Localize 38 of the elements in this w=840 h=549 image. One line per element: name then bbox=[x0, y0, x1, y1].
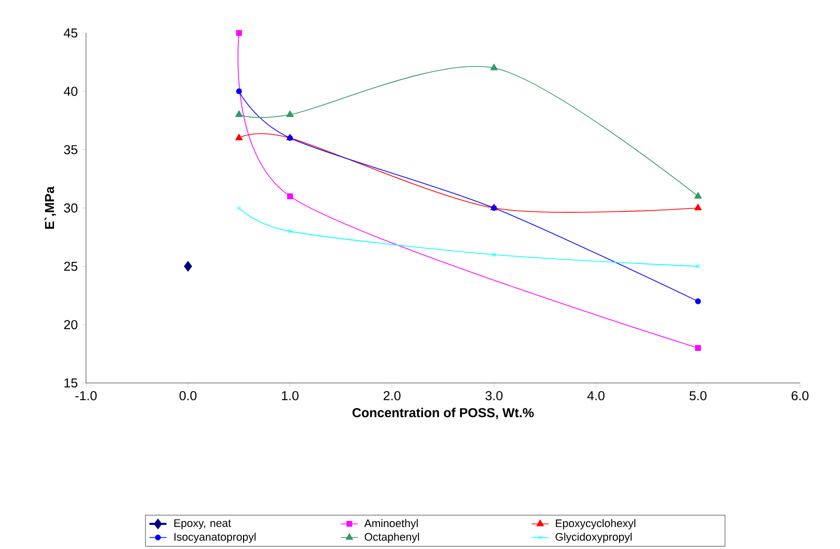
x-tick-label: 5.0 bbox=[690, 391, 707, 400]
y-tick-label: 20 bbox=[64, 320, 78, 330]
y-tick-label: 35 bbox=[64, 145, 78, 154]
point bbox=[490, 64, 498, 70]
point bbox=[288, 229, 292, 234]
point bbox=[492, 252, 496, 257]
y-tick-label: 25 bbox=[64, 262, 78, 271]
point bbox=[235, 134, 243, 140]
legend-label: Aminoethyl bbox=[364, 519, 418, 530]
x-tick-label: -1.0 bbox=[75, 391, 97, 400]
point bbox=[286, 110, 294, 117]
point bbox=[694, 192, 702, 199]
legend-label: Isocyanatopropyl bbox=[174, 532, 256, 543]
x-tick-label: 6.0 bbox=[792, 391, 809, 400]
point bbox=[287, 193, 293, 200]
legend-label: Glycidoxypropyl bbox=[556, 532, 632, 543]
point bbox=[236, 88, 242, 94]
point bbox=[695, 298, 701, 304]
y-tick-label: 45 bbox=[64, 28, 78, 38]
x-tick-label: 4.0 bbox=[587, 391, 605, 400]
legend-label: Epoxycyclohexyl bbox=[556, 519, 636, 530]
y-tick-label: 40 bbox=[64, 86, 78, 96]
point bbox=[235, 110, 243, 117]
legend-label: Epoxy, neat bbox=[174, 519, 232, 530]
point bbox=[695, 345, 701, 351]
x-tick-label: 1.0 bbox=[282, 391, 299, 400]
legend-label: Octaphenyl bbox=[364, 532, 419, 543]
point bbox=[694, 204, 702, 210]
x-tick-label: 2.0 bbox=[384, 391, 401, 400]
line-series bbox=[236, 206, 700, 268]
x-tick-label: 0.0 bbox=[180, 391, 197, 400]
point bbox=[184, 261, 192, 272]
x-axis-title: Concentration of POSS, Wt.% bbox=[352, 408, 534, 420]
x-tick-label: 3.0 bbox=[486, 391, 503, 400]
y-tick-label: 15 bbox=[64, 378, 78, 388]
y-axis-title: E`,MPa bbox=[44, 186, 56, 229]
y-tick-label: 30 bbox=[64, 203, 78, 213]
point bbox=[236, 30, 242, 36]
